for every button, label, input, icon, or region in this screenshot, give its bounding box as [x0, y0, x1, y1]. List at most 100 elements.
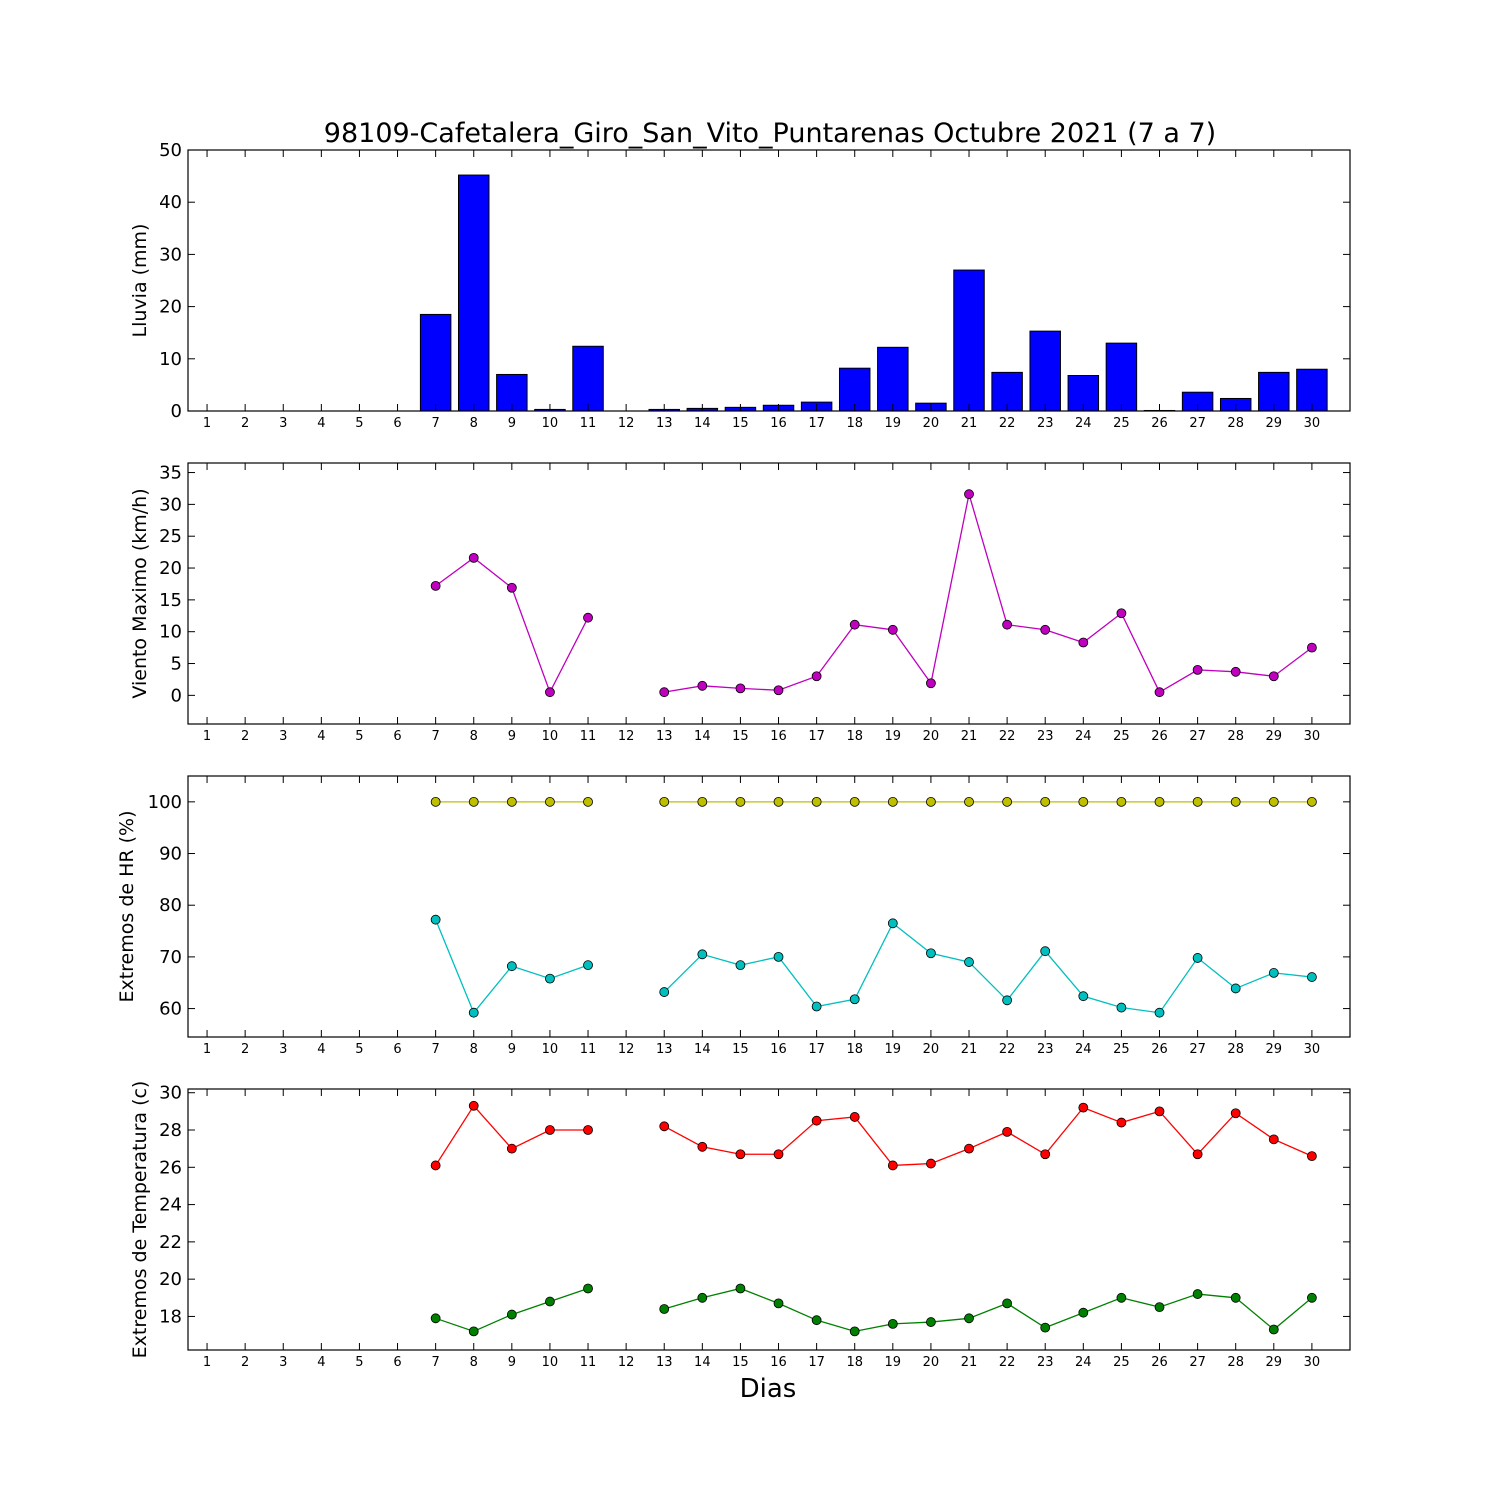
- x-tick-label: 7: [431, 1355, 439, 1370]
- x-tick-label: 2: [241, 1042, 249, 1057]
- series-2-point-day-28: [1230, 983, 1241, 994]
- axes-frame: [187, 149, 1351, 412]
- y-tick-label: 20: [159, 1269, 182, 1290]
- series-2-point-day-14: [697, 1292, 708, 1303]
- y-tick-label: 100: [148, 792, 182, 813]
- series-1-point-day-22: [1002, 619, 1013, 630]
- y-tick-label: 40: [159, 192, 182, 213]
- x-tick-label: 6: [393, 729, 401, 744]
- x-tick-label: 25: [1113, 729, 1130, 744]
- x-tick-label: 23: [1037, 416, 1054, 431]
- series-2-point-day-13: [659, 987, 670, 997]
- series-1-point-day-20: [926, 678, 936, 689]
- x-tick-label: 4: [317, 1355, 325, 1370]
- x-tick-label: 1: [203, 1355, 211, 1370]
- series-2-point-day-29: [1268, 968, 1279, 978]
- x-tick-label: 20: [923, 729, 940, 744]
- x-tick-label: 11: [580, 1042, 597, 1057]
- series-1-point-day-25: [1116, 608, 1127, 619]
- series-1-point-day-26: [1154, 687, 1165, 698]
- x-tick-label: 9: [508, 729, 516, 744]
- series-2-point-day-22: [1002, 995, 1013, 1006]
- series-1-point-day-18: [849, 1112, 860, 1122]
- series-1-point-day-11: [583, 1125, 593, 1135]
- x-axis-label: Dias: [740, 1374, 797, 1404]
- x-tick-label: 27: [1189, 1042, 1206, 1057]
- x-tick-label: 12: [618, 1042, 635, 1057]
- x-tick-label: 11: [580, 416, 597, 431]
- x-tick-label: 15: [732, 1042, 749, 1057]
- x-tick-label: 27: [1189, 1355, 1206, 1370]
- x-tick-label: 24: [1075, 1042, 1092, 1057]
- bar-day-8: [458, 174, 490, 412]
- x-tick-label: 3: [279, 1355, 287, 1370]
- x-tick-label: 9: [508, 1042, 516, 1057]
- series-1-point-day-25: [1116, 1117, 1127, 1128]
- x-tick-label: 20: [923, 1355, 940, 1370]
- x-tick-label: 29: [1266, 1355, 1283, 1370]
- x-tick-label: 2: [241, 1355, 249, 1370]
- x-tick-label: 25: [1113, 416, 1130, 431]
- x-tick-label: 8: [470, 1355, 478, 1370]
- series-1-point-day-15: [735, 1149, 746, 1160]
- series-2-line: [664, 1287, 1313, 1333]
- series-2-point-day-27: [1192, 953, 1203, 963]
- x-tick-label: 30: [1304, 1042, 1321, 1057]
- axes-frame: [187, 1088, 1351, 1351]
- x-tick-label: 29: [1266, 1042, 1283, 1057]
- x-tick-label: 21: [961, 729, 978, 744]
- x-tick-label: 10: [542, 416, 559, 431]
- y-tick-label: 18: [159, 1306, 182, 1327]
- series-1-point-day-13: [659, 1121, 670, 1132]
- y-tick-label: 35: [159, 463, 182, 484]
- x-tick-label: 28: [1227, 416, 1244, 431]
- x-tick-label: 13: [656, 1042, 673, 1057]
- x-tick-label: 11: [580, 1355, 597, 1370]
- series-2-point-day-10: [545, 973, 555, 984]
- series-2-point-day-7: [430, 1313, 441, 1324]
- series-1-point-day-17: [811, 796, 822, 807]
- series-1-point-day-14: [697, 796, 708, 807]
- x-tick-label: 28: [1227, 729, 1244, 744]
- series-1-point-day-26: [1154, 1106, 1165, 1117]
- y-tick-label: 0: [171, 401, 182, 422]
- series-1-point-day-19: [887, 1160, 898, 1171]
- x-tick-label: 30: [1304, 1355, 1321, 1370]
- series-2-point-day-9: [506, 1309, 517, 1320]
- bar-day-7: [419, 313, 452, 412]
- x-tick-label: 8: [470, 729, 478, 744]
- y-axis-label: Extremos de Temperatura (c): [129, 1081, 151, 1359]
- y-tick-label: 28: [159, 1120, 182, 1141]
- series-1-point-day-16: [773, 796, 784, 807]
- series-1-point-day-14: [697, 680, 708, 691]
- series-1-point-day-23: [1040, 1149, 1051, 1160]
- y-tick-label: 20: [159, 558, 182, 579]
- x-tick-label: 4: [317, 729, 325, 744]
- series-1-point-day-30: [1307, 1151, 1317, 1162]
- x-tick-label: 18: [846, 729, 863, 744]
- x-tick-label: 19: [885, 1042, 902, 1057]
- series-2-point-day-25: [1116, 1002, 1127, 1013]
- series-2-point-day-23: [1040, 1322, 1051, 1333]
- series-1-line: [664, 494, 1313, 694]
- x-tick-label: 17: [808, 729, 825, 744]
- chart-title: 98109-Cafetalera_Giro_San_Vito_Puntarena…: [324, 118, 1216, 149]
- series-2-point-day-30: [1307, 972, 1317, 982]
- x-tick-label: 16: [770, 729, 787, 744]
- x-tick-label: 5: [355, 416, 363, 431]
- series-2-point-day-30: [1307, 1292, 1317, 1303]
- series-1-point-day-27: [1192, 1149, 1203, 1160]
- x-tick-label: 6: [393, 1042, 401, 1057]
- x-tick-label: 14: [694, 416, 711, 431]
- y-tick-label: 90: [159, 844, 182, 865]
- series-2-point-day-15: [735, 960, 746, 971]
- series-2-point-day-19: [887, 1319, 898, 1329]
- series-2-line: [663, 922, 1312, 1014]
- series-2-point-day-22: [1002, 1298, 1013, 1309]
- y-tick-label: 20: [159, 297, 182, 318]
